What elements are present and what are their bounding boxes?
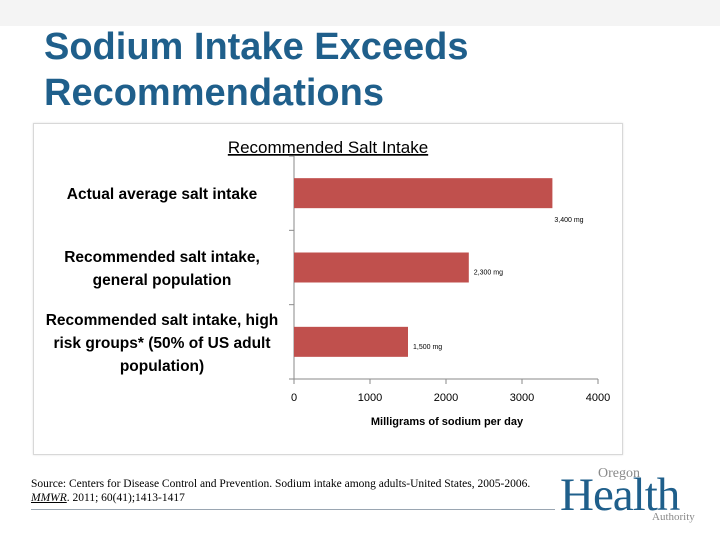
category-label: Recommended salt intake, xyxy=(64,249,260,266)
salt-intake-bar-chart: Recommended Salt Intake 0 1000 2000 3000 4000… xyxy=(46,138,611,428)
category-label: Recommended salt intake, high xyxy=(46,312,279,329)
logo-authority-text: Authority xyxy=(652,511,695,523)
category-label: population) xyxy=(120,358,204,375)
x-tick-label: 0 xyxy=(291,392,297,404)
source-journal: MMWR xyxy=(31,492,67,504)
source-citation-details: . 2011; 60(41);1413-1417 xyxy=(66,492,185,504)
category-label: risk groups* (50% of US adult xyxy=(53,335,270,352)
x-tick-label: 4000 xyxy=(586,392,610,404)
x-tick-label: 2000 xyxy=(434,392,458,404)
bar xyxy=(294,252,469,283)
chart-container: Recommended Salt Intake 0 1000 2000 3000 4000… xyxy=(33,123,623,455)
bar xyxy=(294,178,553,209)
footer-rule xyxy=(31,509,555,510)
data-label: 1,500 mg xyxy=(413,344,442,351)
x-axis-title: Milligrams of sodium per day xyxy=(371,416,524,428)
bar xyxy=(294,326,408,357)
data-label: 2,300 mg xyxy=(474,270,503,277)
chart-title: Recommended Salt Intake xyxy=(228,138,428,157)
source-line: Source: Centers for Disease Control and … xyxy=(31,478,531,490)
data-label: 3,400 mg xyxy=(554,217,583,224)
logo-health-text: Health xyxy=(560,469,680,521)
logo-oregon-text: Oregon xyxy=(598,466,640,481)
category-label: Actual average salt intake xyxy=(67,186,258,203)
source-citation: Source: Centers for Disease Control and … xyxy=(31,477,571,505)
category-label: general population xyxy=(93,272,232,289)
top-band xyxy=(0,0,720,26)
x-tick-label: 3000 xyxy=(510,392,534,404)
slide-title: Sodium Intake Exceeds Recommendations xyxy=(44,26,469,114)
x-tick-label: 1000 xyxy=(358,392,382,404)
oregon-health-authority-logo: Oregon Health Authority xyxy=(560,466,710,526)
